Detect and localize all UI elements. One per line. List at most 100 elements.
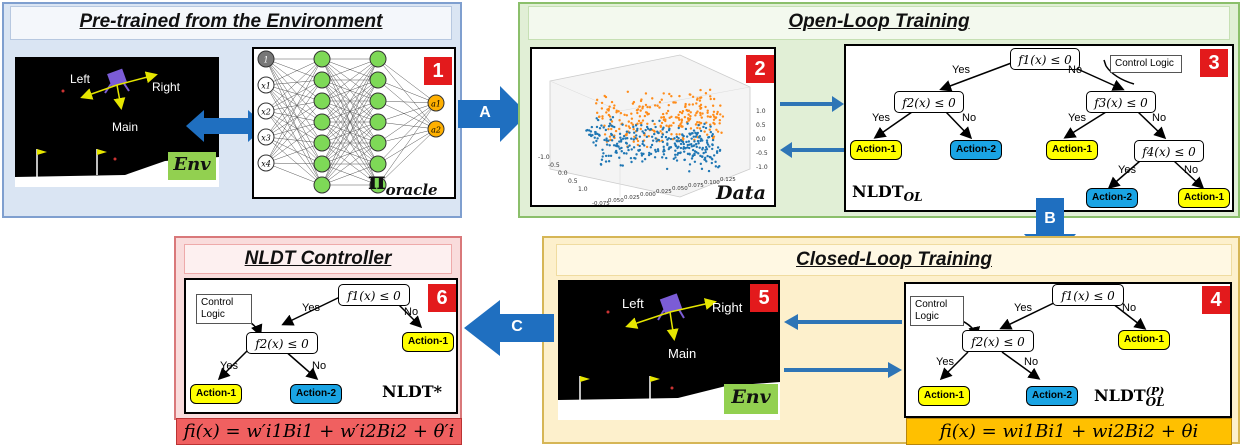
data-point-blue — [625, 142, 629, 145]
data-point-orange — [660, 116, 663, 119]
data-point-blue — [687, 140, 691, 143]
data-point-blue — [602, 152, 605, 155]
z-tick-label: -0.5 — [756, 150, 768, 157]
nn-node — [369, 176, 387, 194]
nn-connection — [265, 58, 323, 86]
data-point-orange — [626, 90, 630, 93]
nn-connection — [265, 84, 323, 186]
data-point-blue — [702, 125, 705, 129]
data-point-blue — [661, 140, 665, 144]
data-point-blue — [675, 139, 678, 142]
data-point-orange — [706, 111, 709, 115]
nn-connection — [265, 58, 323, 81]
nn-connection — [377, 102, 437, 186]
data-point-blue — [595, 125, 599, 129]
badge-1: 1 — [424, 57, 452, 85]
ol-no-3: No — [1152, 112, 1167, 124]
env1-tag-text: Env — [173, 154, 211, 175]
ctrl-leaf-2: Action-2 — [290, 384, 342, 404]
data-point-orange — [644, 103, 648, 107]
data-point-blue — [661, 156, 664, 159]
data-point-blue — [607, 139, 610, 142]
data-point-blue — [626, 146, 630, 149]
cl-node-f2: f2(x) ≤ 0 — [962, 330, 1034, 352]
data-point-orange — [708, 88, 712, 92]
data-point-orange — [665, 112, 668, 115]
data-point-blue — [607, 125, 611, 128]
data-point-blue — [650, 143, 654, 147]
data-point-orange — [630, 112, 633, 115]
badge-4: 4 — [1202, 286, 1230, 314]
nn-connection — [265, 79, 323, 86]
data-point-blue — [705, 141, 709, 144]
nn-connection — [265, 142, 323, 164]
data-point-blue — [681, 140, 685, 144]
data-point-blue — [630, 148, 633, 151]
data-point-blue — [645, 135, 649, 139]
data-point-orange — [708, 115, 712, 119]
data-point-blue — [692, 129, 696, 132]
data-point-blue — [705, 145, 708, 149]
nn-node — [313, 176, 331, 194]
data-point-orange — [664, 119, 667, 123]
data-point-blue — [674, 149, 677, 152]
data-point-blue — [609, 154, 613, 158]
nn-connection — [265, 58, 323, 138]
data-point-blue — [638, 135, 642, 138]
data-point-orange — [718, 119, 722, 122]
data-point-blue — [700, 137, 703, 141]
data-point-blue — [711, 138, 715, 142]
ol-node-f1: f1(x) ≤ 0 — [1010, 48, 1080, 70]
closedloop-formula: fi(x) = wi1Bi1 + wi2Bi2 + θi — [906, 418, 1232, 445]
policy-label: πoracle — [368, 166, 438, 199]
data-point-orange — [703, 130, 706, 133]
nn-node — [257, 102, 275, 120]
cl-leaf-2: Action-2 — [1026, 386, 1078, 406]
data-point-blue — [600, 124, 603, 127]
data-point-blue — [686, 152, 690, 156]
data-point-blue — [708, 145, 711, 148]
data-point-blue — [700, 167, 704, 171]
data-point-blue — [641, 142, 644, 146]
data-point-orange — [638, 115, 642, 118]
data-point-orange — [632, 100, 636, 104]
data-point-blue — [684, 127, 688, 131]
data-point-blue — [615, 142, 619, 145]
nn-connection — [265, 84, 323, 102]
ol-no-1: No — [1068, 64, 1083, 76]
data-point-blue — [705, 139, 709, 142]
ctrl-tree-label: NLDT* — [382, 382, 443, 401]
data-point-orange — [653, 122, 656, 126]
data-point-blue — [618, 156, 621, 159]
data-point-blue — [682, 142, 686, 146]
ol-node-f3: f3(x) ≤ 0 — [1086, 91, 1156, 113]
nn-connection — [265, 162, 323, 186]
data-point-blue — [635, 134, 638, 137]
nn-connection — [377, 121, 437, 130]
data-point-blue — [633, 156, 636, 160]
nn-connection — [321, 58, 379, 123]
nn-node-label: a2 — [431, 126, 441, 135]
nn-node — [257, 128, 275, 146]
nn-node-label: a1 — [431, 100, 441, 109]
y-tick-label: 0.075 — [688, 183, 704, 189]
nn-node-label: x4 — [261, 160, 271, 169]
badge-3: 3 — [1200, 49, 1228, 77]
nn-node — [313, 92, 331, 110]
nn-connection — [265, 136, 323, 186]
data-point-blue — [595, 139, 598, 143]
nn-connection — [377, 102, 437, 165]
env-network-double-arrow — [186, 110, 266, 142]
nn-node — [427, 94, 445, 112]
data-point-blue — [597, 133, 601, 137]
nn-node — [369, 50, 387, 68]
data-point-blue — [693, 140, 696, 143]
data-point-orange — [647, 134, 650, 138]
nn-connection — [265, 100, 323, 112]
data-point-orange — [632, 128, 635, 131]
data-point-blue — [666, 143, 669, 147]
data-point-blue — [692, 135, 695, 138]
data-point-orange — [674, 116, 678, 119]
data-point-blue — [610, 139, 614, 142]
